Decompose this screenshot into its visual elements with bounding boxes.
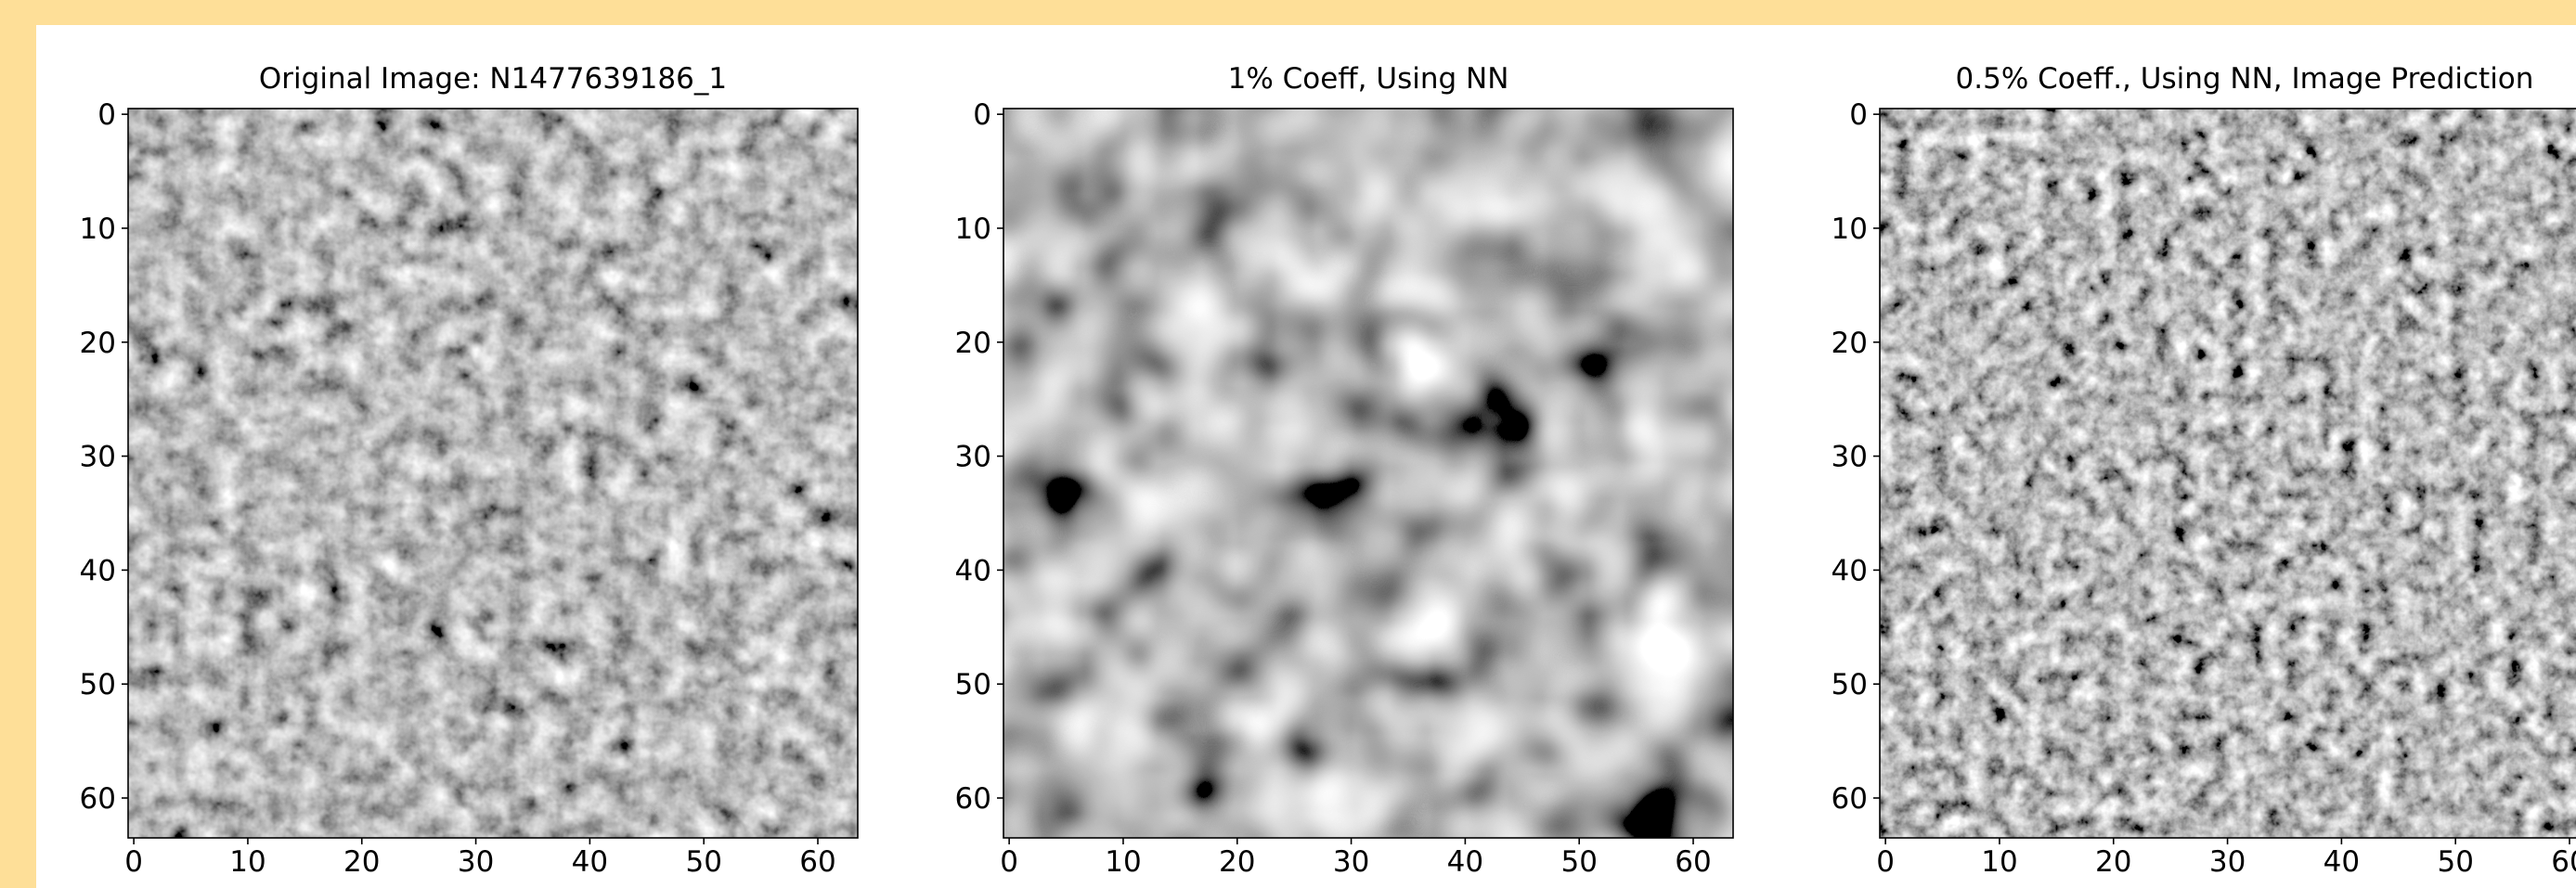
- image: [1003, 109, 1733, 838]
- x-tick-label: 20: [2095, 845, 2131, 879]
- y-tick-label: 0: [97, 98, 116, 132]
- x-tick-label: 60: [1675, 845, 1711, 879]
- axes-title: 0.5% Coeff., Using NN, Image Prediction: [1956, 62, 2534, 96]
- y-tick-label: 50: [1832, 668, 1868, 701]
- image: [128, 109, 858, 838]
- y-tick-label: 50: [80, 668, 116, 701]
- x-tick-label: 60: [799, 845, 835, 879]
- y-tick-label: 0: [1849, 98, 1868, 132]
- y-tick-label: 30: [80, 441, 116, 474]
- image: [1880, 109, 2576, 838]
- x-tick-label: 10: [1981, 845, 2017, 879]
- axes-title: Original Image: N1477639186_1: [259, 62, 727, 96]
- x-tick-label: 10: [1105, 845, 1141, 879]
- y-tick-label: 40: [955, 554, 991, 587]
- y-tick-label: 10: [1832, 212, 1868, 246]
- x-tick-label: 40: [572, 845, 608, 879]
- x-tick-label: 0: [1876, 845, 1895, 879]
- x-tick-label: 20: [343, 845, 380, 879]
- y-tick-label: 40: [1832, 554, 1868, 587]
- x-tick-label: 40: [2324, 845, 2360, 879]
- x-tick-label: 0: [124, 845, 143, 879]
- axes-frame: [1003, 108, 1734, 839]
- axes-title: 1% Coeff, Using NN: [1228, 62, 1509, 96]
- x-tick-label: 50: [1560, 845, 1597, 879]
- x-tick-label: 0: [1000, 845, 1018, 879]
- x-tick-label: 20: [1219, 845, 1255, 879]
- x-tick-label: 30: [2209, 845, 2246, 879]
- y-tick-label: 60: [1832, 782, 1868, 816]
- x-tick-label: 60: [2551, 845, 2576, 879]
- y-tick-label: 20: [955, 327, 991, 360]
- y-tick-label: 60: [955, 782, 991, 816]
- y-tick-label: 30: [955, 441, 991, 474]
- x-tick-label: 10: [229, 845, 265, 879]
- x-tick-label: 50: [685, 845, 721, 879]
- y-tick-label: 20: [80, 327, 116, 360]
- y-tick-label: 0: [973, 98, 991, 132]
- x-tick-label: 30: [1333, 845, 1369, 879]
- y-tick-label: 10: [955, 212, 991, 246]
- y-tick-label: 30: [1832, 441, 1868, 474]
- x-tick-label: 50: [2437, 845, 2473, 879]
- axes-frame: [127, 108, 859, 839]
- x-tick-label: 30: [458, 845, 494, 879]
- y-tick-label: 10: [80, 212, 116, 246]
- y-tick-label: 50: [955, 668, 991, 701]
- y-tick-label: 60: [80, 782, 116, 816]
- axes-frame: [1879, 108, 2576, 839]
- x-tick-label: 40: [1447, 845, 1483, 879]
- y-tick-label: 40: [80, 554, 116, 587]
- y-tick-label: 20: [1832, 327, 1868, 360]
